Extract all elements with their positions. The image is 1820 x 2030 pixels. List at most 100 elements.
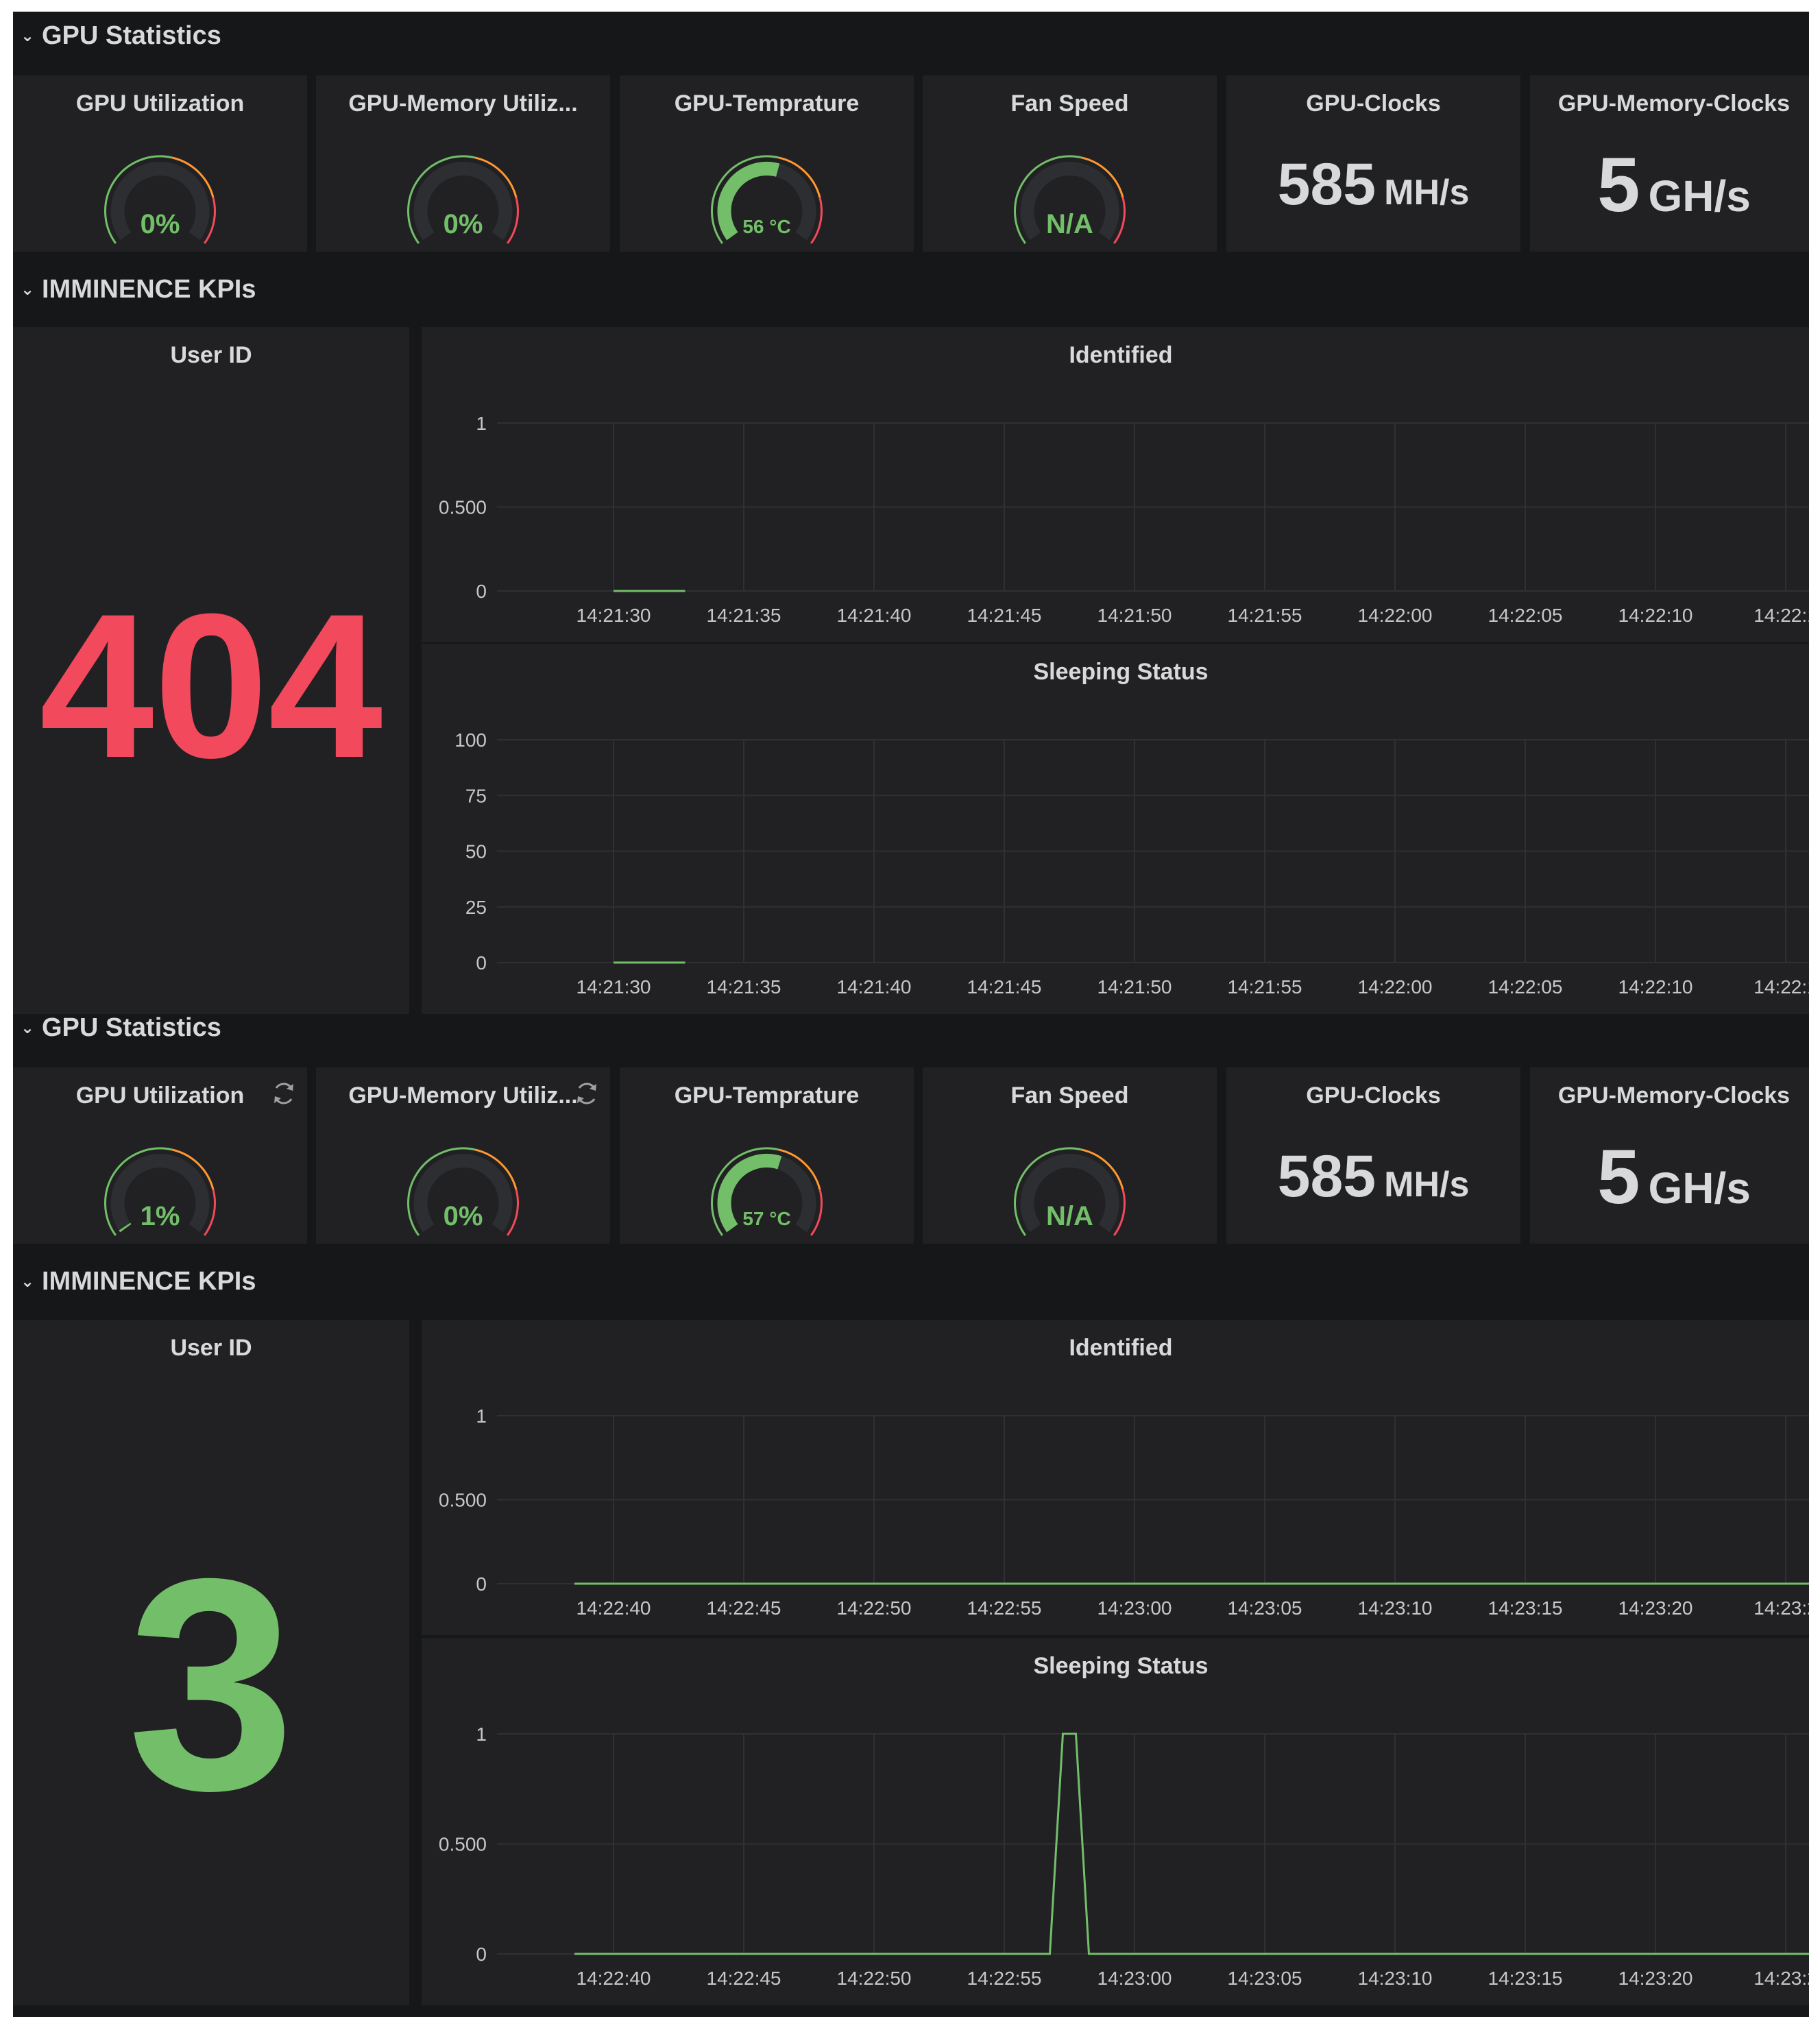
x-tick-label: 14:22:10	[1618, 605, 1693, 626]
gauge-threshold-warn	[474, 1148, 518, 1190]
x-tick-label: 14:21:30	[577, 605, 651, 626]
row-title: GPU Statistics	[42, 21, 221, 50]
panel-title: GPU Utilization	[75, 90, 245, 117]
panel-user-id[interactable]: User ID 3	[13, 1320, 409, 2005]
panel-title: User ID	[170, 1335, 252, 1361]
y-tick-label: 0	[476, 952, 487, 974]
gauge-track	[110, 162, 210, 241]
panel-identified-chart[interactable]: 1 0.500 0 14:21:30 14:21:35 14:21:40 14:21:45 1…	[422, 327, 1809, 642]
stat-number: 5	[1597, 1134, 1640, 1220]
chevron-down-icon: ⌄	[20, 1272, 35, 1291]
gauge-threshold-ok	[711, 1147, 779, 1236]
x-tick-label: 14:23:15	[1488, 1597, 1563, 1619]
panel-sleeping-status-chart[interactable]: 1 0.500 0 14:22:40 14:22:45 14:22:50 14:22:55 1…	[422, 1638, 1809, 2005]
panel-gpu-temperature[interactable]: GPU-Temprature 56 °C	[620, 75, 914, 252]
row-header-imminence-kpis[interactable]: ⌄ IMMINENCE KPIs	[13, 1257, 1809, 1305]
row-header-gpu-statistics[interactable]: ⌄ GPU Statistics	[13, 12, 1809, 60]
panel-title: GPU Utilization	[75, 1083, 245, 1109]
panel-title: GPU-Memory Utiliz...	[348, 1083, 578, 1109]
panel-user-id[interactable]: User ID 404	[13, 327, 409, 1014]
panel-title: Fan Speed	[1010, 1083, 1129, 1109]
row-title: GPU Statistics	[42, 1013, 221, 1042]
gauge: 0%	[407, 1147, 519, 1236]
stat-number: 5	[1597, 142, 1640, 228]
panel-gpu-utilization[interactable]: GPU Utilization 1%	[13, 1067, 307, 1244]
x-tick-label: 14:22:55	[967, 1597, 1042, 1619]
stat-value: 585 MH/s	[1226, 151, 1520, 219]
panel-title: User ID	[170, 342, 252, 368]
gauge-threshold-ok	[1014, 155, 1082, 244]
gauge: N/A	[1014, 1147, 1126, 1236]
gauge-track	[413, 162, 513, 241]
panel-fan-speed[interactable]: Fan Speed N/A	[923, 75, 1217, 252]
gauge-threshold-warn	[171, 156, 215, 198]
gauge-threshold-warn	[1081, 1148, 1124, 1190]
chevron-down-icon: ⌄	[20, 1018, 35, 1037]
gauge-track	[1020, 1154, 1119, 1233]
stat-unit: GH/s	[1648, 171, 1751, 221]
y-tick-label: 1	[476, 1405, 487, 1427]
y-tick-label: 50	[465, 841, 487, 862]
gauge-track	[110, 1154, 210, 1233]
gauge-threshold-critical	[810, 197, 823, 244]
x-tick-label: 14:22:45	[707, 1597, 781, 1619]
refresh-icon[interactable]	[270, 1080, 298, 1107]
row-header-gpu-statistics[interactable]: ⌄ GPU Statistics	[13, 1004, 1809, 1052]
panel-gpu-memory-utilization[interactable]: GPU-Memory Utiliz... 0%	[316, 1067, 610, 1244]
panel-title: GPU-Memory-Clocks	[1557, 1083, 1791, 1109]
time-series-chart: 1 0.500 0 14:22:40 14:22:45 14:22:50 14:22:55 1…	[439, 1724, 1809, 1989]
panel-title: GPU-Temprature	[674, 1083, 860, 1109]
panel-gpu-memory-clocks[interactable]: GPU-Memory-Clocks 5 GH/s	[1530, 1067, 1809, 1244]
chevron-down-icon: ⌄	[20, 280, 35, 299]
gauge: 56 °C	[711, 155, 823, 244]
gauge-threshold-critical	[1113, 1189, 1126, 1236]
panel-gpu-utilization[interactable]: GPU Utilization 0%	[13, 75, 307, 252]
stat-value: 5 GH/s	[1530, 141, 1809, 229]
x-tick-label: 14:22:05	[1488, 976, 1563, 998]
panel-gpu-memory-utilization[interactable]: GPU-Memory Utiliz... 0%	[316, 75, 610, 252]
x-tick-label: 14:21:55	[1228, 605, 1302, 626]
gauge-threshold-warn	[171, 1148, 215, 1190]
x-tick-label: 14:23:20	[1618, 1597, 1693, 1619]
gauge-value: 0%	[444, 209, 483, 239]
panel-fan-speed[interactable]: Fan Speed N/A	[923, 1067, 1217, 1244]
x-tick-label: 14:21:50	[1097, 605, 1172, 626]
time-series-chart: 1 0.500 0 14:22:40 14:22:45 14:22:50 14:22:55 1…	[439, 1405, 1809, 1619]
x-tick-label: 14:23:20	[1618, 1968, 1693, 1989]
stat-value: 5 GH/s	[1530, 1133, 1809, 1221]
x-tick-label: 14:22:55	[967, 1968, 1042, 1989]
panel-gpu-temperature[interactable]: GPU-Temprature 57 °C	[620, 1067, 914, 1244]
gauge-threshold-ok	[104, 155, 173, 244]
x-tick-label: 14:22:1	[1754, 976, 1809, 998]
y-tick-label: 0	[476, 1944, 487, 1965]
chevron-down-icon: ⌄	[20, 26, 35, 45]
x-tick-label: 14:22:05	[1488, 605, 1563, 626]
row-header-imminence-kpis[interactable]: ⌄ IMMINENCE KPIs	[13, 265, 1809, 313]
refresh-icon[interactable]	[573, 1080, 600, 1107]
gauge-value: 57 °C	[742, 1208, 790, 1229]
y-tick-label: 0	[476, 581, 487, 602]
gauge-threshold-critical	[1113, 197, 1126, 244]
panel-identified-chart[interactable]: 1 0.500 0 14:22:40 14:22:45 14:22:50 14:22:55 1…	[422, 1320, 1809, 1635]
gauge-value: N/A	[1046, 209, 1093, 239]
gauge-threshold-ok	[104, 1147, 173, 1236]
y-tick-label: 1	[476, 1724, 487, 1745]
panel-title: GPU-Clocks	[1306, 1083, 1441, 1109]
panel-title: Identified	[1069, 1335, 1173, 1361]
y-tick-label: 75	[465, 785, 487, 806]
gauge-value: 0%	[141, 209, 180, 239]
user-id-value: 404	[39, 570, 383, 801]
gauge-fill	[717, 1154, 782, 1233]
panel-gpu-clocks[interactable]: GPU-Clocks 585 MH/s	[1226, 75, 1520, 252]
panel-title: GPU-Memory-Clocks	[1557, 90, 1791, 117]
gauge-threshold-ok	[1014, 1147, 1082, 1236]
x-tick-label: 14:23:2	[1754, 1597, 1809, 1619]
y-tick-label: 0.500	[439, 1490, 487, 1511]
panel-sleeping-status-chart[interactable]: 100 75 50 25 0 14:21:30 14:21:35 14:21:40 14:21:…	[422, 644, 1809, 1014]
panel-gpu-memory-clocks[interactable]: GPU-Memory-Clocks 5 GH/s	[1530, 75, 1809, 252]
x-tick-label: 14:23:15	[1488, 1968, 1563, 1989]
panel-gpu-clocks[interactable]: GPU-Clocks 585 MH/s	[1226, 1067, 1520, 1244]
x-tick-label: 14:22:10	[1618, 976, 1693, 998]
user-id-value: 3	[127, 1517, 295, 1853]
y-tick-label: 0.500	[439, 1834, 487, 1855]
